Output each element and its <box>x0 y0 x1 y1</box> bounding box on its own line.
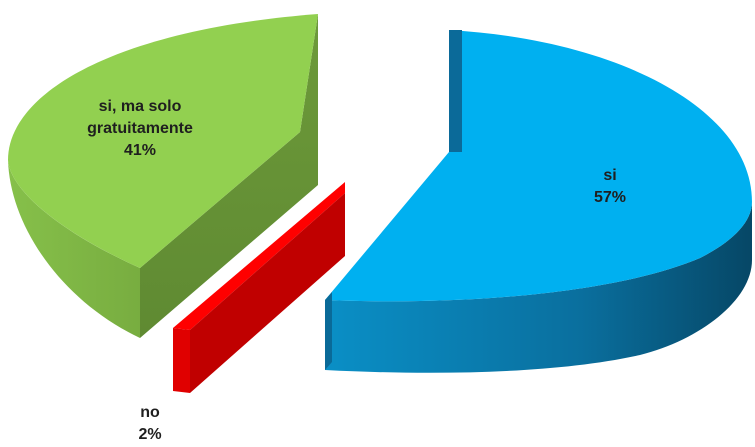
slice-gratuit-side <box>8 160 140 338</box>
label-gratuit-pct: 41% <box>123 142 157 159</box>
label-si: si 57% <box>570 165 650 209</box>
slice-si-side <box>325 202 752 373</box>
slice-gratuit-cut <box>140 14 318 338</box>
slice-si-cut-face <box>325 292 332 370</box>
slice-gratuit-top <box>8 14 318 268</box>
label-si-pct: 57% <box>593 189 627 206</box>
slice-no-top <box>173 182 345 330</box>
slice-no-front <box>173 328 190 393</box>
label-no: no 2% <box>130 402 170 446</box>
label-no-pct: 2% <box>138 426 162 443</box>
label-gratuit-line2: gratuitamente <box>87 120 193 137</box>
slice-si-top <box>325 30 752 302</box>
label-gratuit: si, ma solo gratuitamente 41% <box>60 96 220 162</box>
slice-si-edge <box>449 30 462 152</box>
label-si-name: si <box>603 167 617 184</box>
slice-no-side <box>190 193 345 393</box>
label-no-name: no <box>140 404 160 421</box>
label-gratuit-line1: si, ma solo <box>98 98 182 115</box>
